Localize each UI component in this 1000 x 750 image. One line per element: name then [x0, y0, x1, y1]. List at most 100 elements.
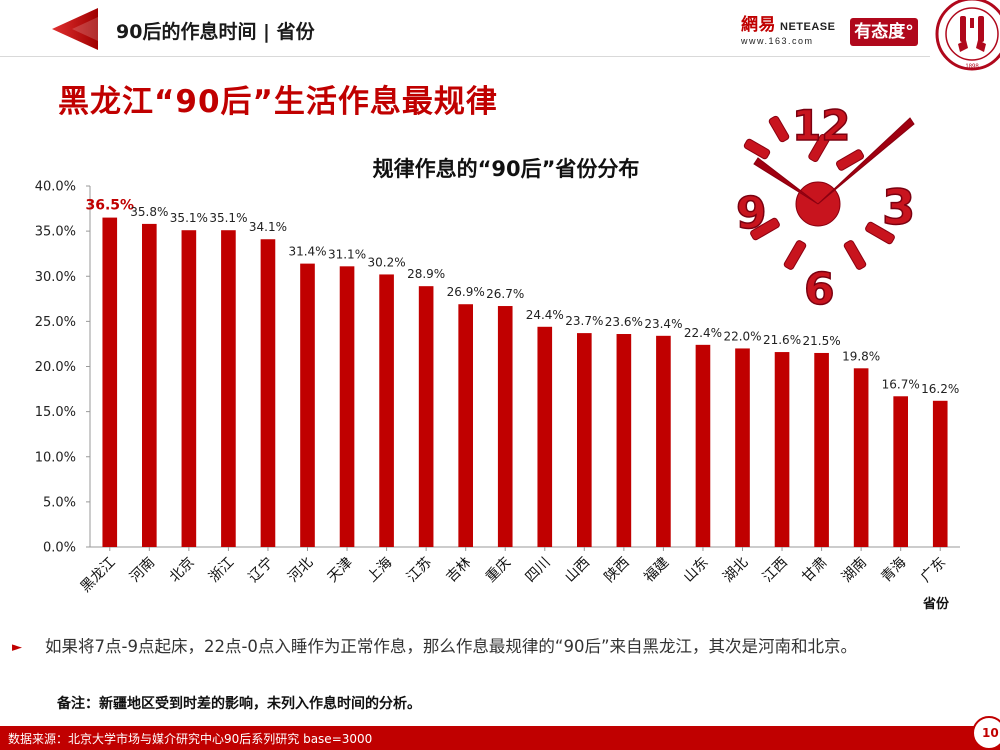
x-tick-label: 黑龙江	[78, 555, 119, 596]
bar	[102, 217, 118, 547]
clock-number-3: 3	[882, 180, 915, 236]
bar	[814, 352, 829, 547]
x-tick-label: 江苏	[404, 555, 435, 586]
y-tick-label: 40.0%	[35, 180, 76, 195]
netease-logo: 網易 NETEASE www.163.com	[741, 10, 846, 48]
header-divider	[0, 56, 930, 57]
data-label: 35.1%	[209, 211, 247, 225]
bar	[893, 396, 908, 547]
bar	[932, 400, 948, 547]
data-label: 26.9%	[447, 285, 485, 299]
header-title: 90后的作息时间 | 省份	[116, 21, 315, 43]
clock-illustration-icon: 12 3 6 9	[735, 100, 916, 308]
data-label: 34.1%	[249, 220, 287, 234]
bullet-arrow-icon: ►	[12, 640, 22, 655]
bar	[537, 326, 553, 547]
page-title: 黑龙江“90后”生活作息最规律	[58, 84, 498, 120]
data-label: 24.4%	[526, 308, 564, 322]
bar	[142, 223, 157, 547]
bar	[418, 286, 434, 547]
bullet-paragraph: ► 如果将7点-9点起床，22点-0点入睡作为正常作息，那么作息最规律的“90后…	[12, 636, 972, 657]
x-tick-label: 天津	[325, 555, 356, 586]
y-tick-label: 30.0%	[35, 270, 76, 285]
netease-logo-url: www.163.com	[741, 36, 814, 46]
x-tick-label: 北京	[167, 555, 198, 586]
bar	[379, 274, 394, 547]
x-tick-label: 河南	[127, 555, 158, 586]
x-tick-label: 福建	[641, 555, 672, 586]
chart-title: 规律作息的“90后”省份分布	[373, 157, 640, 181]
x-tick-label: 四川	[522, 555, 553, 586]
x-tick-label: 湖北	[720, 555, 751, 586]
x-tick-label: 河北	[285, 555, 316, 586]
x-tick-label: 陕西	[602, 555, 633, 586]
bar	[339, 266, 355, 547]
y-tick-label: 15.0%	[35, 405, 76, 420]
x-tick-label: 湖南	[839, 555, 870, 586]
bar	[221, 230, 236, 547]
clock-number-12: 12	[792, 101, 850, 150]
bar	[735, 348, 750, 547]
x-tick-label: 辽宁	[245, 554, 277, 586]
bullet-text: 如果将7点-9点起床，22点-0点入睡作为正常作息，那么作息最规律的“90后”来…	[45, 637, 857, 656]
bar	[260, 239, 276, 547]
data-label: 26.7%	[486, 287, 524, 301]
value-labels-group: 36.5%35.8% 35.1% 35.1%34.1%31.4% 31.1%30.2%…	[85, 198, 959, 396]
data-label: 21.5%	[803, 334, 841, 348]
y-tick-label: 25.0%	[35, 315, 76, 330]
y-tick-label: 10.0%	[35, 450, 76, 465]
page-number: 10	[972, 716, 1000, 750]
bar	[774, 352, 790, 547]
x-tick-label: 山西	[562, 555, 593, 586]
x-tick-label: 上海	[364, 555, 395, 586]
province-bar-chart: 规律作息的“90后”省份分布 0.0% 5.0% 10.0% 15.0% 20.0% 25…	[35, 157, 960, 612]
university-seal-icon: 1898	[935, 0, 1000, 71]
bar	[458, 304, 473, 547]
y-tick-label: 35.0%	[35, 225, 76, 240]
netease-logo-en: NETEASE	[780, 21, 836, 33]
data-label: 23.4%	[644, 317, 682, 331]
data-label: 28.9%	[407, 267, 445, 281]
bar	[656, 335, 671, 547]
data-label: 31.1%	[328, 247, 366, 261]
clock-number-6: 6	[804, 264, 835, 308]
footer-source: 数据来源：北京大学市场与媒介研究中心90后系列研究 base=3000	[8, 732, 373, 746]
data-label: 21.6%	[763, 333, 801, 347]
data-label: 19.8%	[842, 349, 880, 363]
data-label: 36.5%	[85, 198, 134, 214]
youtaidu-logo: 有态度°	[850, 18, 918, 46]
data-label: 16.7%	[882, 377, 920, 391]
bar	[616, 334, 632, 547]
x-tick-label: 广东	[918, 555, 949, 586]
data-label: 30.2%	[368, 255, 406, 269]
footer-bar: 数据来源：北京大学市场与媒介研究中心90后系列研究 base=3000 10	[0, 716, 1000, 750]
header-arrow-icon	[52, 8, 98, 50]
bar	[577, 333, 592, 547]
netease-logo-cn: 網易	[741, 15, 776, 35]
x-axis-title: 省份	[922, 596, 950, 612]
x-tick-label: 江西	[760, 555, 791, 586]
data-label: 22.4%	[684, 326, 722, 340]
bar	[300, 263, 315, 547]
bar	[695, 344, 711, 547]
data-label: 22.0%	[723, 329, 761, 343]
clock-number-9: 9	[736, 188, 767, 239]
note-text: 备注：新疆地区受到时差的影响，未列入作息时间的分析。	[57, 696, 421, 712]
data-label: 35.1%	[170, 211, 208, 225]
data-label: 31.4%	[288, 245, 326, 259]
data-label: 35.8%	[130, 205, 168, 219]
x-tick-label: 青海	[878, 555, 909, 586]
x-labels-group: 黑龙江 河南 北京 浙江 辽宁 河北 天津 上海 江苏 吉林 重庆 四川 山西 陕西 福建 山东 湖北 江西 甘肃湖…	[78, 547, 949, 596]
data-label: 23.6%	[605, 315, 643, 329]
y-tick-label: 5.0%	[43, 495, 76, 510]
x-tick-label: 重庆	[483, 555, 514, 586]
bar	[853, 368, 869, 547]
x-tick-label: 浙江	[206, 555, 237, 586]
data-label: 16.2%	[921, 382, 959, 396]
bar	[181, 230, 197, 547]
data-label: 23.7%	[565, 314, 603, 328]
bars-group	[102, 217, 948, 547]
y-tick-label: 20.0%	[35, 360, 76, 375]
x-tick-label: 山东	[681, 555, 712, 586]
x-tick-label: 甘肃	[799, 555, 830, 586]
